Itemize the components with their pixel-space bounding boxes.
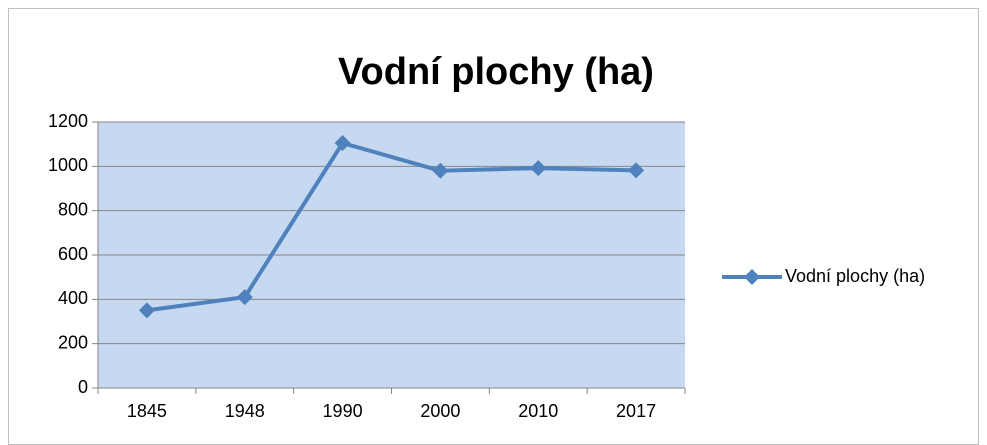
x-tick-label: 2010 (518, 401, 558, 421)
y-tick-label: 1000 (48, 155, 88, 175)
x-tick-label: 2000 (420, 401, 460, 421)
point-marker (432, 162, 449, 179)
series-line (146, 141, 637, 313)
point-marker (236, 289, 253, 306)
legend-label: Vodní plochy (ha) (785, 266, 925, 286)
y-tick-label: 400 (58, 288, 88, 308)
point-marker (530, 160, 547, 177)
legend-marker (744, 269, 760, 285)
x-tick-label: 1990 (323, 401, 363, 421)
y-tick-label: 600 (58, 244, 88, 264)
y-tick-label: 800 (58, 199, 88, 219)
y-tick-label: 0 (78, 377, 88, 397)
point-marker (334, 135, 351, 152)
x-tick-label: 2017 (616, 401, 656, 421)
point-marker (628, 162, 645, 179)
x-tick-label: 1948 (225, 401, 265, 421)
y-tick-label: 200 (58, 332, 88, 352)
x-tick-label: 1845 (127, 401, 167, 421)
chart-title: Vodní plochy (ha) (338, 51, 654, 93)
point-marker (138, 302, 155, 319)
y-tick-label: 1200 (48, 111, 88, 131)
